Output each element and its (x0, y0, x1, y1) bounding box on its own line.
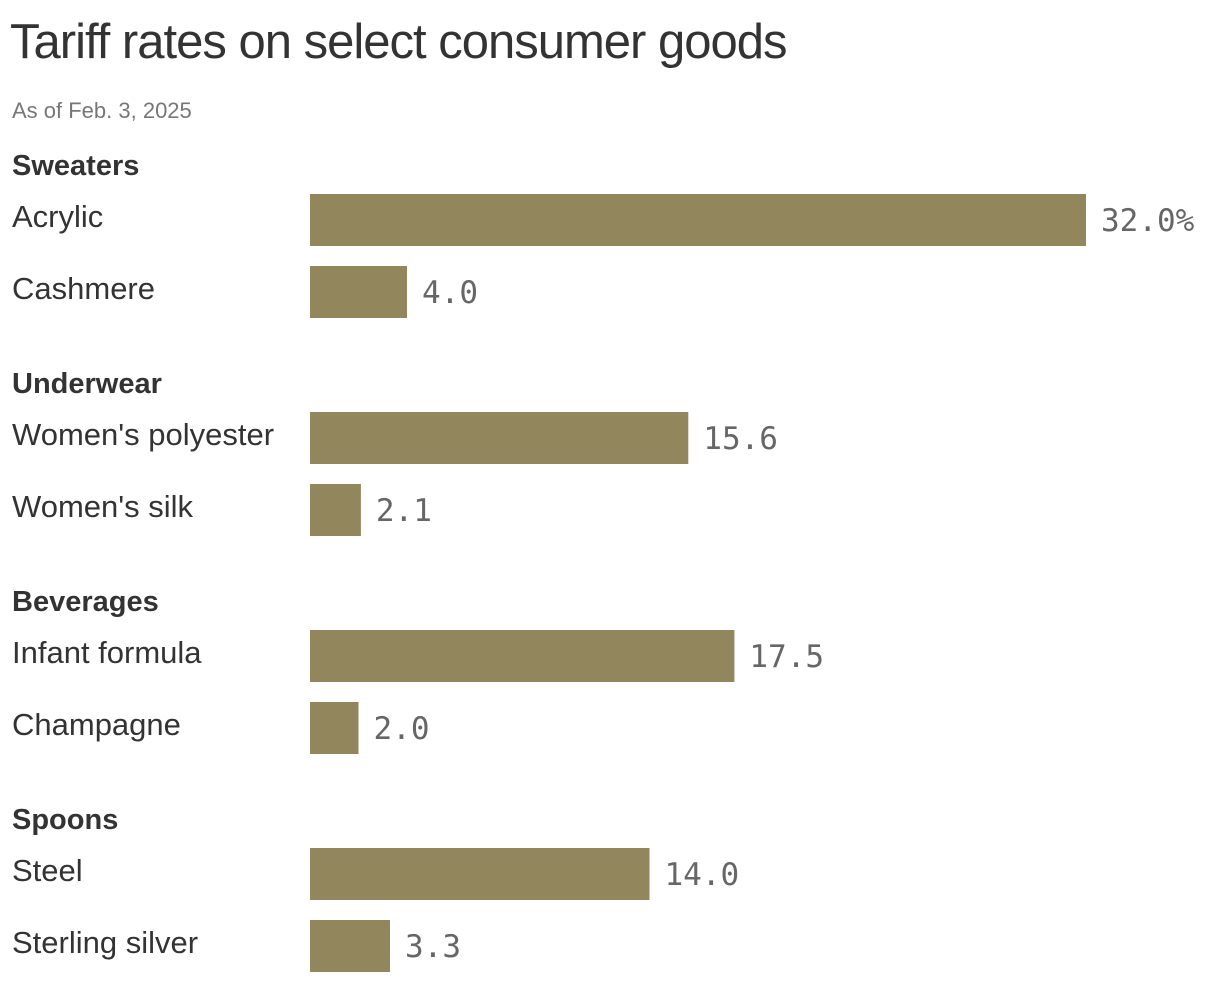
value-label-acrylic: 32.0% (1101, 203, 1195, 239)
group-label-beverages: Beverages (12, 586, 159, 618)
value-label-women-s-silk: 2.1 (376, 493, 432, 529)
chart-subtitle: As of Feb. 3, 2025 (12, 98, 192, 123)
value-label-champagne: 2.0 (374, 711, 430, 747)
category-label-steel: Steel (12, 853, 83, 888)
bar-acrylic (310, 194, 1086, 246)
value-label-sterling-silver: 3.3 (405, 929, 461, 965)
bar-women-s-polyester (310, 412, 689, 464)
bar-infant-formula (310, 630, 735, 682)
value-label-cashmere: 4.0 (422, 275, 478, 311)
chart-title: Tariff rates on select consumer goods (10, 15, 787, 69)
category-label-sterling-silver: Sterling silver (12, 925, 198, 960)
group-label-underwear: Underwear (12, 368, 162, 400)
category-label-acrylic: Acrylic (12, 199, 103, 234)
bar-steel (310, 848, 650, 900)
category-label-women-s-silk: Women's silk (12, 489, 194, 524)
category-label-champagne: Champagne (12, 707, 181, 742)
category-label-infant-formula: Infant formula (12, 635, 202, 670)
category-label-cashmere: Cashmere (12, 271, 155, 306)
group-label-sweaters: Sweaters (12, 150, 139, 182)
value-label-women-s-polyester: 15.6 (703, 421, 778, 457)
bar-women-s-silk (310, 484, 361, 536)
bar-sterling-silver (310, 920, 390, 972)
category-label-women-s-polyester: Women's polyester (12, 417, 274, 452)
value-label-steel: 14.0 (665, 857, 740, 893)
value-label-infant-formula: 17.5 (749, 639, 824, 675)
bar-champagne (310, 702, 359, 754)
group-label-spoons: Spoons (12, 804, 118, 836)
bar-cashmere (310, 266, 407, 318)
